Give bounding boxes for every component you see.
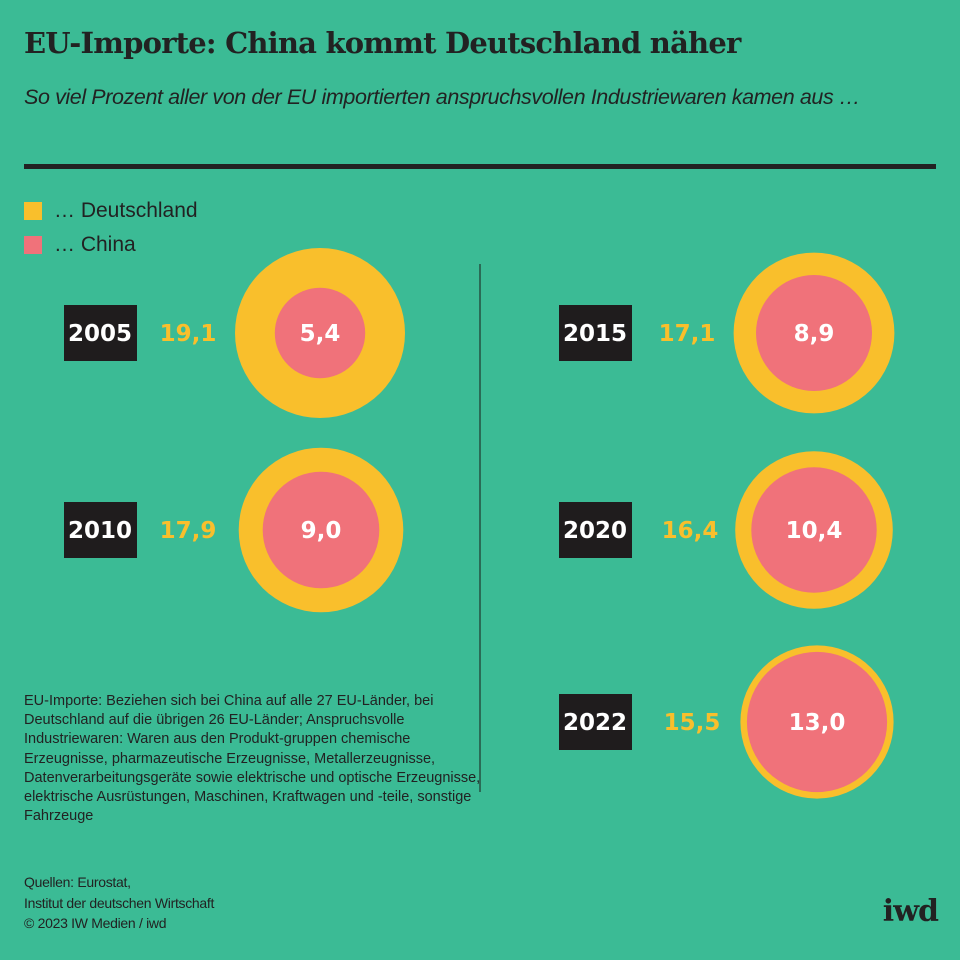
germany-value-label-2020: 16,4 — [662, 518, 719, 544]
iwd-logo: iwd — [882, 894, 939, 929]
china-value-label-2010: 9,0 — [301, 518, 342, 544]
column-divider — [479, 264, 481, 792]
copyright: © 2023 IW Medien / iwd — [24, 915, 167, 931]
year-box-2005 — [64, 305, 137, 361]
china-circle-2010 — [262, 471, 380, 589]
germany-value-label-2015: 17,1 — [659, 321, 716, 347]
sources: Quellen: Eurostat, Institut der deutsche… — [24, 872, 214, 934]
legend-label-china: … China — [54, 233, 136, 256]
china-value-label-2022: 13,0 — [789, 710, 846, 736]
china-circle-2020 — [751, 467, 877, 593]
china-value-label-2015: 8,9 — [794, 321, 835, 347]
year-label-2022: 2022 — [563, 710, 627, 736]
legend-item-china: … China — [24, 228, 198, 262]
title-divider — [24, 164, 936, 169]
chart-title: EU-Importe: China kommt Deutschland nähe… — [24, 26, 741, 60]
footnote: EU-Importe: Beziehen sich bei China auf … — [24, 693, 481, 825]
year-box-2020 — [559, 502, 632, 558]
germany-value-label-2005: 19,1 — [160, 321, 217, 347]
source-line-2: Institut der deutschen Wirtschaft — [24, 894, 215, 911]
china-circle-2015 — [756, 275, 872, 391]
china-circle-2005 — [274, 287, 366, 379]
year-box-2022 — [559, 694, 632, 750]
legend-label-germany: … Deutschland — [54, 199, 198, 222]
legend-swatch-china — [24, 236, 42, 254]
legend-item-germany: … Deutschland — [24, 194, 198, 228]
year-label-2005: 2005 — [68, 321, 132, 347]
legend-swatch-germany — [24, 202, 42, 220]
year-label-2020: 2020 — [563, 518, 627, 544]
year-label-2015: 2015 — [563, 321, 627, 347]
chart-subtitle: So viel Prozent aller von der EU importi… — [24, 85, 860, 109]
germany-value-label-2010: 17,9 — [160, 518, 217, 544]
china-value-label-2005: 5,4 — [300, 321, 341, 347]
china-value-label-2020: 10,4 — [786, 518, 843, 544]
legend: … Deutschland … China — [24, 194, 198, 262]
germany-value-label-2022: 15,5 — [664, 710, 721, 736]
china-circle-2022 — [746, 651, 888, 793]
source-line-1: Quellen: Eurostat, — [24, 874, 131, 890]
year-label-2010: 2010 — [68, 518, 132, 544]
year-box-2010 — [64, 502, 137, 558]
year-box-2015 — [559, 305, 632, 361]
